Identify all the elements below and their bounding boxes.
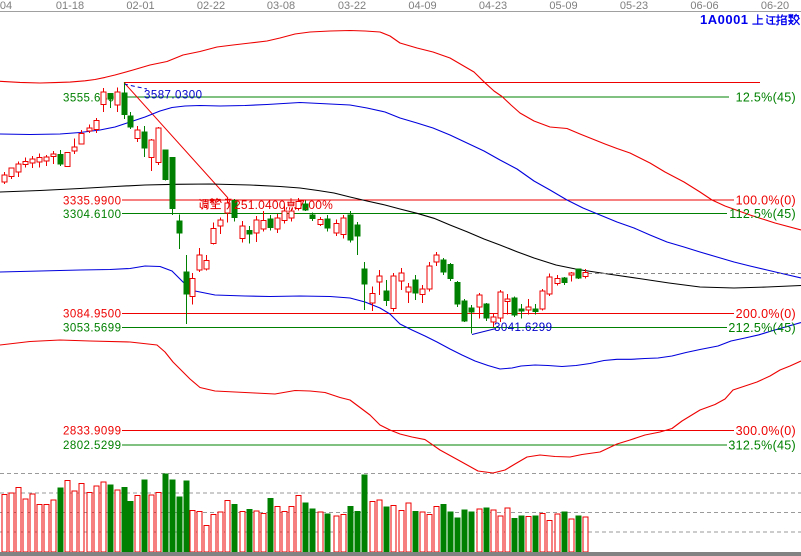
svg-text:3053.5699: 3053.5699 [63,323,121,335]
svg-text:300.0%(0): 300.0%(0) [736,424,796,438]
svg-text:3587.0300: 3587.0300 [144,90,202,102]
svg-text:04-23: 04-23 [479,0,507,12]
svg-text:01-04: 01-04 [0,0,12,12]
svg-text:01-18: 01-18 [56,0,84,12]
svg-text:12.5%(45): 12.5%(45) [736,91,796,105]
svg-text:2833.9099: 2833.9099 [63,426,121,438]
svg-text:3304.6100: 3304.6100 [63,209,121,221]
svg-text:3084.9500: 3084.9500 [63,309,121,321]
svg-text:7.00%: 7.00% [298,198,333,212]
svg-text:251.0400: 251.0400 [234,198,286,212]
svg-text:100.0%(0): 100.0%(0) [736,194,796,208]
svg-text:02-01: 02-01 [126,0,154,12]
svg-text:212.5%(45): 212.5%(45) [728,321,796,335]
svg-text:112.5%(45): 112.5%(45) [729,207,796,221]
svg-text:200.0%(0): 200.0%(0) [736,307,796,321]
svg-text:05-23: 05-23 [620,0,648,12]
svg-text:02-22: 02-22 [197,0,225,12]
svg-text:2802.5299: 2802.5299 [63,440,121,452]
svg-text:03-08: 03-08 [267,0,295,12]
svg-text:1A0001: 1A0001 [700,12,749,27]
svg-text:312.5%(45): 312.5%(45) [728,438,796,452]
svg-text:3335.9900: 3335.9900 [63,196,121,208]
svg-text:04-09: 04-09 [408,0,436,12]
svg-text:3041.6299: 3041.6299 [494,322,552,334]
svg-text:05-09: 05-09 [549,0,577,12]
svg-text:06-06: 06-06 [690,0,718,12]
svg-text:03-22: 03-22 [338,0,366,12]
svg-text:06-20: 06-20 [761,0,789,12]
